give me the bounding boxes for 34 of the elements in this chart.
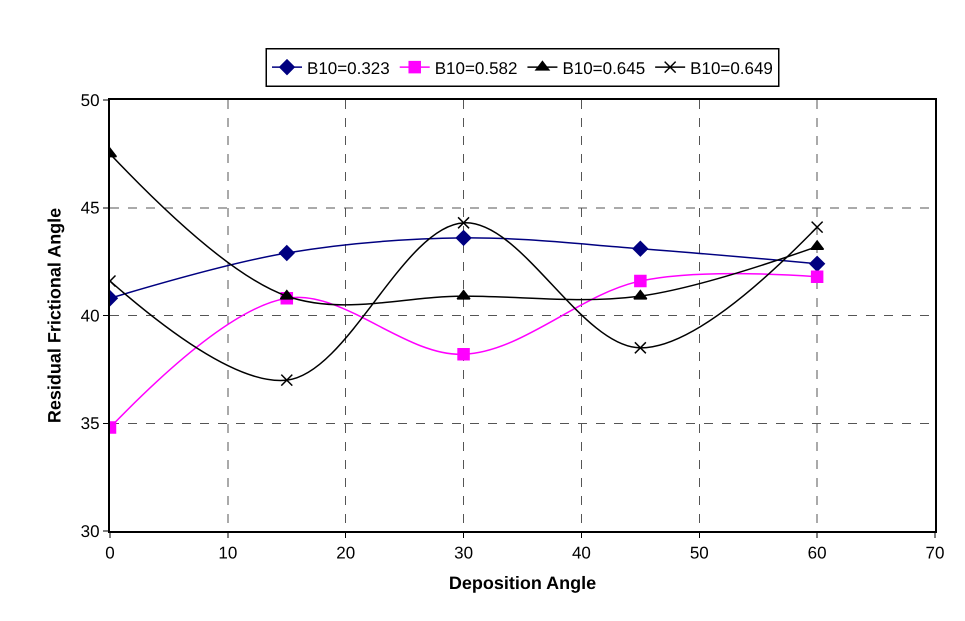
- legend-label: B10=0.649: [690, 58, 773, 78]
- x-axis-title: Deposition Angle: [448, 573, 596, 593]
- point: [634, 342, 647, 354]
- point: [278, 245, 295, 261]
- x-tick-label: 50: [690, 543, 709, 562]
- legend-label: B10=0.645: [562, 58, 646, 78]
- point: [456, 230, 472, 246]
- point: [809, 256, 826, 272]
- point: [457, 216, 470, 230]
- point: [810, 240, 824, 250]
- y-tick-label: 50: [80, 90, 100, 110]
- legend-label: B10=0.323: [307, 58, 390, 78]
- point: [633, 290, 648, 300]
- point: [810, 270, 824, 283]
- point: [632, 240, 648, 257]
- y-axis-title: Residual Frictional Angle: [44, 208, 64, 424]
- x-tick-label: 40: [572, 543, 591, 562]
- point: [634, 274, 647, 288]
- point: [457, 348, 470, 361]
- y-tick-label: 40: [80, 306, 100, 326]
- x-tick-label: 60: [808, 543, 827, 562]
- y-tick-label: 30: [80, 522, 100, 541]
- point: [810, 220, 824, 234]
- x-tick-label: 0: [105, 543, 115, 562]
- point: [456, 290, 471, 300]
- point: [280, 374, 294, 386]
- x-tick-label: 10: [218, 543, 238, 562]
- point: [280, 290, 294, 300]
- legend-label: B10=0.582: [434, 58, 518, 78]
- x-tick-label: 30: [454, 543, 474, 562]
- y-tick-label: 35: [80, 414, 100, 434]
- y-tick-label: 45: [80, 198, 100, 218]
- x-tick-label: 70: [926, 543, 944, 562]
- x-tick-label: 20: [336, 543, 356, 562]
